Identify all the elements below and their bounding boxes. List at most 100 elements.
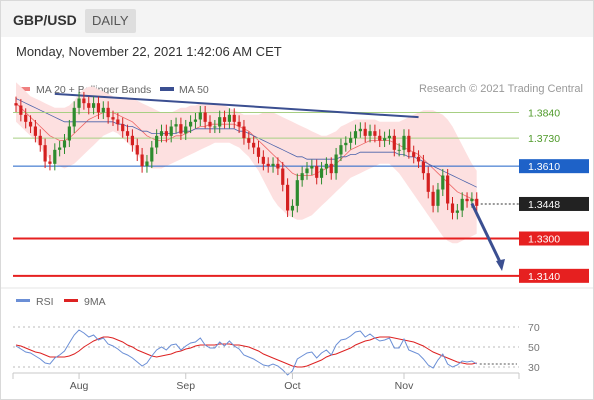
candle-body	[252, 142, 256, 148]
candle-body	[38, 135, 42, 146]
legend-label-9ma: 9MA	[84, 296, 106, 308]
currency-pair-title: GBP/USD	[13, 12, 77, 28]
candle-body	[96, 103, 101, 113]
candle-body	[237, 121, 241, 127]
candle-body	[441, 175, 445, 190]
candle-body	[319, 168, 324, 178]
candle-body	[101, 107, 105, 113]
candle-body	[387, 135, 392, 139]
candle-body	[222, 117, 227, 122]
candle-body	[300, 173, 304, 181]
rsi-tick-label: 70	[528, 322, 540, 334]
candle-body	[121, 124, 125, 132]
candle-body	[271, 163, 275, 167]
candle-body	[470, 198, 474, 202]
candle-body	[353, 131, 358, 139]
candle-body	[383, 138, 387, 141]
candle-body	[193, 119, 198, 122]
candle-body	[446, 175, 450, 204]
candle-body	[184, 126, 188, 134]
candle-body	[358, 128, 362, 132]
candle-body	[203, 112, 207, 122]
candle-body	[431, 191, 435, 206]
timestamp: Monday, November 22, 2021 1:42:06 AM CET	[16, 44, 282, 59]
candle-body	[53, 149, 57, 164]
rsi-9ma-line	[15, 336, 477, 368]
legend-label-ma50: MA 50	[179, 84, 209, 96]
x-axis-label: Aug	[70, 380, 89, 392]
candle-body	[227, 114, 231, 122]
legend-swatch-9ma	[64, 299, 78, 302]
candle-body	[174, 124, 178, 127]
candle-body	[421, 161, 425, 174]
candle-body	[344, 142, 348, 146]
candle-body	[455, 210, 459, 213]
candle-body	[33, 126, 37, 136]
price-legend: MA 20 + Bollinger BandsMA 50	[16, 84, 209, 96]
candle-body	[140, 154, 144, 167]
candle-body	[475, 198, 479, 206]
candle-body	[232, 114, 236, 122]
x-axis-label: Oct	[284, 380, 300, 392]
candle-body	[19, 105, 23, 115]
candle-body	[169, 126, 173, 136]
candle-body	[305, 168, 309, 174]
rsi-tick-label: 50	[528, 342, 540, 354]
candle-body	[256, 147, 261, 157]
support-tag	[519, 231, 589, 246]
candle-body	[450, 203, 455, 213]
candle-body	[349, 138, 353, 143]
header-bar: GBP/USD DAILY	[1, 1, 593, 37]
candle-body	[247, 138, 251, 143]
candle-body	[373, 131, 377, 136]
candle-body	[329, 163, 333, 174]
candle-body	[106, 107, 110, 118]
candle-body	[315, 166, 319, 178]
rsi-line	[15, 329, 477, 376]
candle-body	[286, 184, 290, 211]
candle-body	[218, 117, 222, 127]
resistance-trendline	[54, 92, 419, 119]
ma20-line	[15, 102, 477, 202]
pivot-tag	[519, 159, 589, 174]
candle-body	[116, 119, 120, 125]
candle-body	[198, 112, 202, 120]
candle-body	[436, 189, 440, 206]
candle-body	[155, 135, 159, 148]
candle-body	[164, 131, 168, 136]
candle-body	[125, 131, 130, 136]
candle-body	[14, 103, 18, 106]
candle-body	[324, 163, 328, 169]
support-tag	[519, 268, 589, 283]
candle-body	[43, 145, 47, 162]
candle-body	[295, 180, 299, 206]
legend-swatch-rsi	[16, 299, 30, 302]
candle-body	[242, 126, 246, 139]
candle-body	[290, 205, 295, 211]
support-label: 1.3140	[528, 271, 560, 283]
bollinger-band-area	[16, 82, 477, 244]
candle-body	[460, 198, 464, 211]
candle-body	[426, 173, 430, 192]
candle-body	[281, 168, 285, 185]
candle-body	[179, 124, 183, 134]
candle-body	[67, 126, 71, 141]
candle-body	[24, 114, 28, 122]
candles-group	[14, 91, 479, 220]
last-price-label: 1.3448	[528, 199, 560, 211]
candle-body	[213, 126, 217, 128]
copyright-note: Research © 2021 Trading Central	[418, 83, 583, 95]
timeframe-badge[interactable]: DAILY	[85, 9, 136, 33]
candle-body	[77, 98, 81, 108]
forecast-arrow-head	[496, 259, 505, 271]
candle-body	[87, 103, 91, 108]
candle-body	[135, 145, 139, 155]
candle-body	[159, 131, 164, 136]
candle-body	[48, 161, 52, 164]
candle-body	[28, 121, 33, 127]
forecast-arrow-shaft	[470, 202, 503, 265]
x-axis-label: Sep	[176, 380, 195, 392]
rsi-legend: RSI 9MA	[16, 296, 106, 308]
